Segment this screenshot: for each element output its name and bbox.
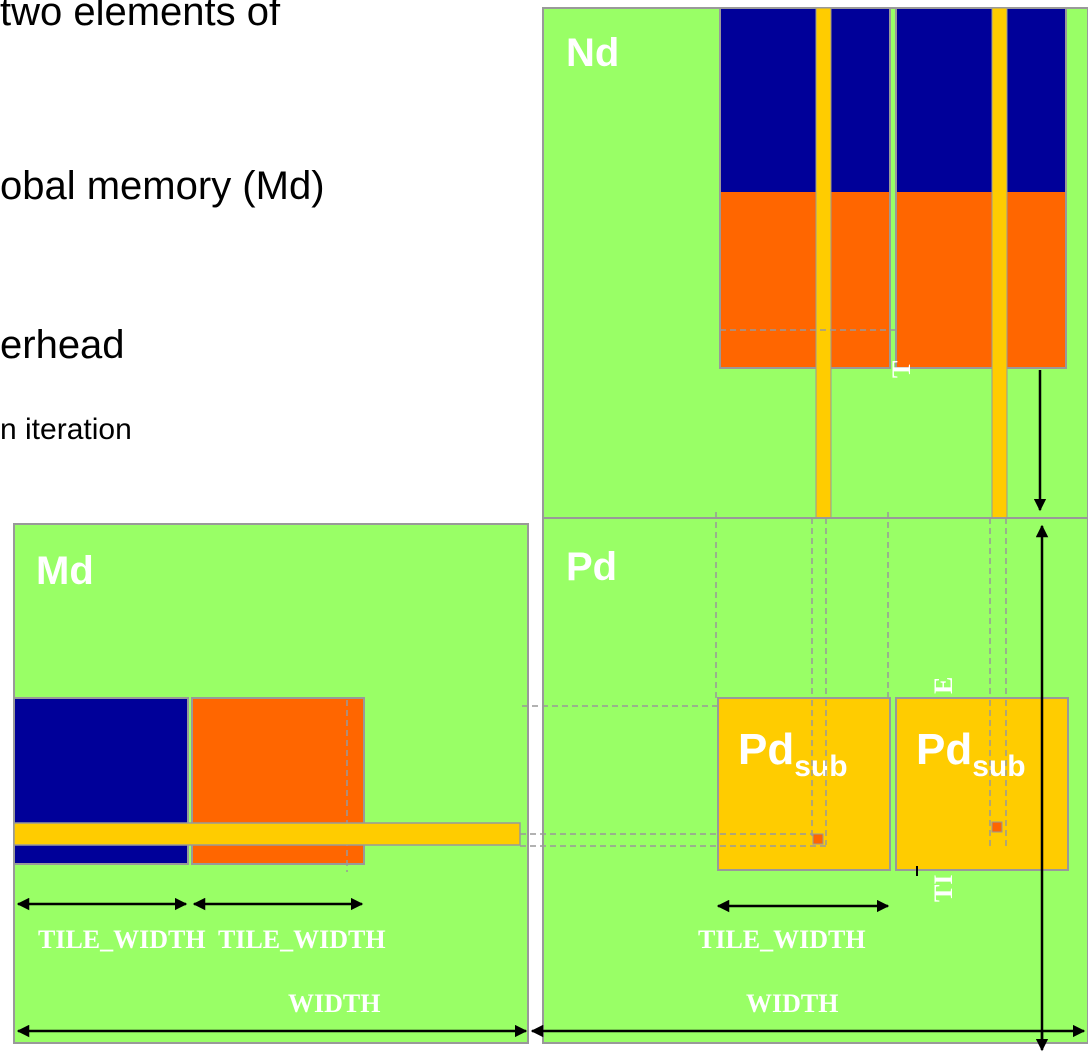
nd-vertical-dimension-fragment: T: [887, 361, 916, 378]
nd-tile-left-blue: [720, 8, 890, 192]
pd-sub-label-right: Pdsub: [916, 725, 1026, 783]
pd-element-left: [812, 833, 824, 845]
nd-tile-left-orange: [720, 192, 890, 368]
pd-vertical-dimension-fragment-top: E: [929, 677, 958, 694]
bullet-text-3: erhead: [0, 323, 125, 367]
nd-tile-left-border: [719, 7, 891, 369]
pd-label: Pd: [566, 545, 617, 589]
nd-tile-right-border: [895, 7, 1067, 369]
pd-width-label: WIDTH: [746, 989, 838, 1018]
nd-column-strip-left: [815, 7, 832, 519]
pd-sub-label-left: Pdsub: [738, 725, 848, 783]
pd-sub-tile-left: [717, 697, 891, 871]
md-row-strip: [13, 822, 521, 846]
md-tile-width-label-1: TILE_WIDTH: [38, 925, 206, 954]
pd-vertical-dimension-fragment-bottom: TI: [929, 875, 958, 902]
md-tile-blue-border: [13, 697, 189, 865]
bullet-text-4: n iteration: [0, 413, 132, 446]
bullet-text-2: obal memory (Md): [0, 164, 325, 208]
md-tile-width-label-2: TILE_WIDTH: [218, 925, 386, 954]
nd-tile-right-blue: [896, 8, 1066, 192]
pd-element-right: [991, 821, 1003, 833]
nd-tile-right-orange: [896, 192, 1066, 368]
pd-sub-tile-right: [895, 697, 1069, 871]
md-width-label: WIDTH: [288, 989, 380, 1018]
nd-label: Nd: [566, 31, 619, 75]
bullet-text-1: two elements of: [0, 0, 281, 34]
nd-column-strip-right: [991, 7, 1008, 519]
md-tile-orange-border: [191, 697, 365, 865]
md-label: Md: [36, 549, 94, 593]
pd-tile-width-label: TILE_WIDTH: [698, 925, 866, 954]
